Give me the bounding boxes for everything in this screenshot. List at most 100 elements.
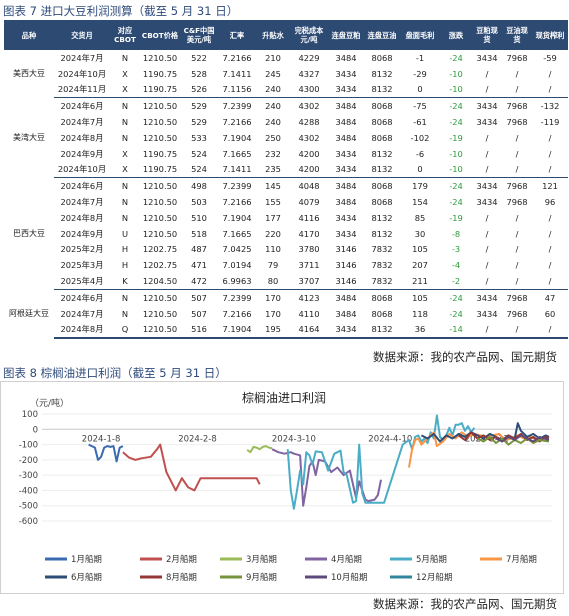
- table-cell: 2025年2月: [60, 244, 104, 255]
- table-row: 2024年7月 N 1210.50 503 7.2166 155 4079 3484 8068 1…: [4, 194, 568, 210]
- y-tick-label: -600: [19, 517, 38, 527]
- table-cell: /: [515, 244, 519, 255]
- table-cell: -119: [540, 117, 560, 128]
- legend-label: 12月船期: [416, 572, 452, 583]
- table-cell: H: [121, 260, 129, 271]
- table-cell: -4: [451, 260, 461, 271]
- table-cell: /: [502, 161, 532, 179]
- table-cell: 210: [265, 52, 281, 63]
- table-cell: 1210.50: [142, 197, 178, 208]
- table-cell: /: [532, 273, 568, 290]
- table-cell: 0: [400, 161, 440, 179]
- legend-label: 2月船期: [166, 554, 197, 565]
- table-cell: 3434: [328, 321, 364, 340]
- table-cell: -24: [449, 292, 463, 303]
- header-cell: 完税成本元/吨: [290, 20, 328, 50]
- table-cell: 3434: [476, 292, 498, 303]
- table-cell: 8132: [371, 68, 393, 79]
- header-cell: 对应CBOT: [110, 20, 140, 50]
- y-axis-unit: （元/吨）: [30, 397, 69, 409]
- table-cell: 4079: [298, 197, 320, 208]
- x-tick-label: 2024-4-10: [368, 434, 412, 444]
- table-cell: 524: [191, 148, 207, 159]
- table-cell: 7.1665: [222, 148, 252, 159]
- table-cell: 79: [267, 260, 279, 271]
- series-line-9: [476, 435, 550, 446]
- table-cell: 110: [265, 244, 281, 255]
- table-cell: /: [485, 148, 489, 159]
- table-cell: -10: [449, 148, 463, 159]
- table-cell: 529: [191, 101, 207, 112]
- table-cell: 154: [412, 197, 428, 208]
- table-cell: 85: [414, 212, 426, 223]
- table-cell: 503: [191, 197, 207, 208]
- table-cell: 528: [191, 68, 207, 79]
- table-cell: /: [485, 132, 489, 143]
- table-cell: 3434: [328, 161, 364, 179]
- chart-source-note: 数据来源：我的农产品网、国元期货: [373, 597, 557, 611]
- table-cell: 1202.75: [142, 260, 178, 271]
- table-cell: 7832: [371, 244, 393, 255]
- table-cell: -29: [413, 68, 427, 79]
- table-cell: U: [121, 228, 129, 239]
- legend-label: 9月船期: [246, 572, 277, 583]
- table-cell: 60: [544, 308, 556, 319]
- table-row: 2024年9月 U 1210.50 518 7.1665 220 4170 3434 8132 3…: [4, 226, 568, 242]
- table-cell: -10: [440, 81, 472, 99]
- table-cell: /: [548, 132, 552, 143]
- table-row: 2025年4月 K 1204.50 472 6.9963 80 3707 3146 7832 21…: [4, 273, 568, 290]
- table-cell: /: [548, 148, 552, 159]
- table-cell: 3484: [335, 117, 357, 128]
- table-cell: 3434: [335, 148, 357, 159]
- table-cell: 4170: [298, 228, 320, 239]
- table-cell: X: [122, 148, 128, 159]
- table-cell: 472: [180, 273, 218, 290]
- header-cell: 豆油现货: [502, 20, 532, 50]
- table-cell: -10: [449, 68, 463, 79]
- y-tick-label: -100: [19, 441, 38, 451]
- table-cell: 7.1411: [222, 68, 252, 79]
- table-cell: 2024年7月: [60, 52, 104, 63]
- table-cell: /: [548, 212, 552, 223]
- table-cell: 235: [256, 161, 290, 179]
- table-cell: 8068: [371, 101, 393, 112]
- table-cell: 7968: [506, 52, 528, 63]
- table-cell: 250: [265, 132, 281, 143]
- table-cell: /: [515, 148, 519, 159]
- table-cell: 3146: [335, 244, 357, 255]
- table-cell: -6: [415, 148, 425, 159]
- table-cell: 8132: [364, 321, 400, 340]
- table-cell: 3484: [335, 52, 357, 63]
- table-cell: 8068: [371, 132, 393, 143]
- table-cell: /: [485, 260, 489, 271]
- table-cell: -24: [449, 117, 463, 128]
- table-cell: /: [515, 228, 519, 239]
- table-cell: /: [485, 244, 489, 255]
- product-cell: 巴西大豆: [13, 228, 45, 238]
- table-row: 2024年7月 N 1210.50 507 7.2166 170 4110 3484 8068 1…: [4, 306, 568, 322]
- table-cell: -14: [440, 321, 472, 340]
- table-cell: 518: [191, 228, 207, 239]
- table-cell: 524: [180, 161, 218, 179]
- legend-label: 3月船期: [246, 554, 277, 565]
- table-body: 美西大豆 2024年7月 N 1210.50 522 7.2166 210 4229 3484 8…: [4, 50, 568, 340]
- table-cell: /: [548, 244, 552, 255]
- table-cell: 2024年7月: [60, 117, 104, 128]
- table-figure-title: 图表 7 进口大豆利润测算（截至 5 月 31 日）: [3, 4, 239, 18]
- table-cell: 145: [265, 181, 281, 192]
- table-cell: 240: [265, 117, 281, 128]
- table-cell: /: [515, 212, 519, 223]
- series-line-6: [408, 431, 549, 468]
- table-cell: 7.2399: [222, 101, 252, 112]
- table-cell: 1202.75: [142, 244, 178, 255]
- table-cell: 510: [191, 212, 207, 223]
- table-cell: 155: [265, 197, 281, 208]
- table-cell: 3434: [335, 68, 357, 79]
- table-row: 美湾大豆 2024年6月 N 1210.50 529 7.2399 240 4302 3484 8…: [4, 98, 568, 142]
- table-cell: 3780: [298, 244, 320, 255]
- table-cell: 8068: [371, 308, 393, 319]
- table-cell: 2024年10月: [57, 68, 107, 79]
- table-row: 巴西大豆 2024年6月 N 1210.50 498 7.2399 145 4048 3484 8…: [4, 178, 568, 237]
- table-cell: 8132: [364, 81, 400, 99]
- legend-label: 6月船期: [71, 572, 102, 583]
